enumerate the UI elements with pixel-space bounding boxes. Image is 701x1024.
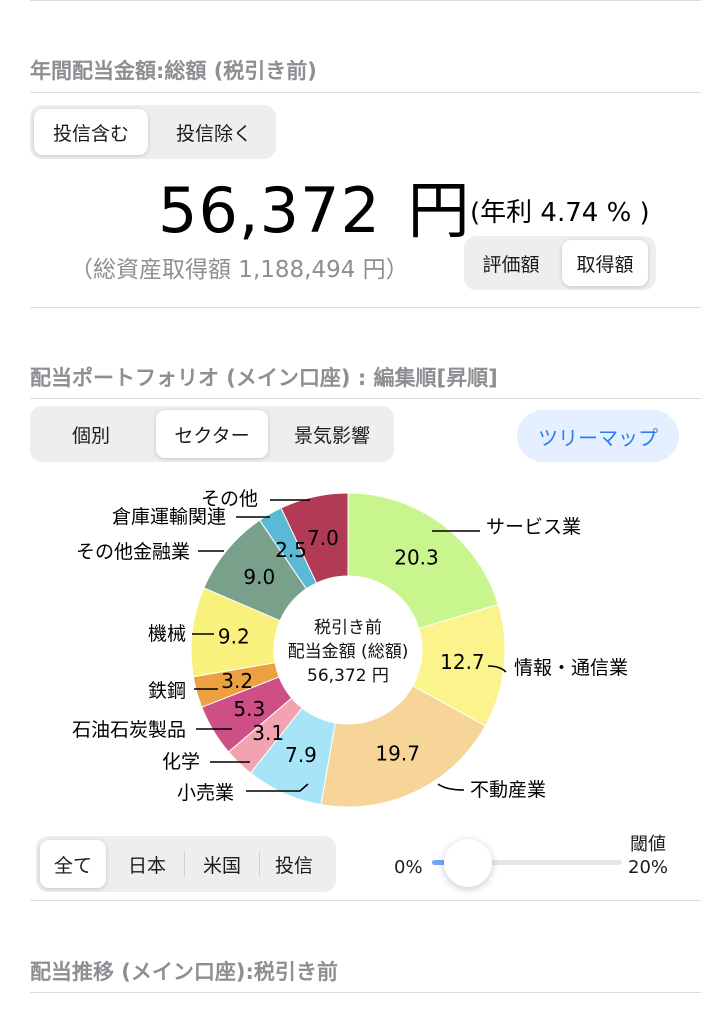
slice-value-label: 7.0	[307, 526, 339, 550]
threshold-min-label: 0%	[394, 857, 423, 878]
threshold-title: 閾値	[630, 834, 666, 855]
threshold-slider-knob[interactable]	[443, 839, 492, 887]
slice-category-label: 化学	[162, 751, 200, 773]
threshold-slider-track[interactable]	[432, 860, 622, 865]
filter-all[interactable]: 全て	[40, 840, 106, 888]
view-tabs: 個別 セクター 景気影響	[30, 406, 394, 462]
slice-value-label: 3.2	[221, 669, 253, 693]
donut-hole	[274, 576, 422, 724]
acquisition-option[interactable]: 取得額	[562, 240, 648, 286]
slice-category-label: 鉄鋼	[148, 680, 186, 702]
yield-text: (年利 4.74 % )	[470, 198, 650, 228]
slice-value-label: 7.9	[285, 743, 317, 767]
filter-funds[interactable]: 投信	[274, 854, 313, 877]
portfolio-section-title: 配当ポートフォリオ (メイン口座) : 編集順[昇順]	[30, 366, 498, 390]
acquisition-total: （総資産取得額 1,188,494 円）	[70, 257, 409, 283]
slice-value-label: 2.5	[275, 538, 307, 562]
center-label-line2: 配当金額 (総額)	[288, 642, 409, 662]
slice-category-label: その他	[201, 488, 258, 510]
leader-line	[437, 783, 465, 791]
slice-value-label: 20.3	[394, 546, 439, 570]
slice-category-label: 小売業	[177, 782, 234, 804]
dividend-section-title: 年間配当金額:総額 (税引き前)	[30, 59, 317, 83]
exclude-funds-option[interactable]: 投信除く	[175, 122, 252, 145]
leader-line	[487, 665, 507, 673]
dividend-amount-value: 56,372	[158, 174, 381, 247]
slice-category-label: 情報・通信業	[514, 657, 628, 679]
slice-value-label: 3.1	[252, 721, 284, 745]
include-funds-option[interactable]: 投信含む	[34, 109, 148, 155]
valuation-option[interactable]: 評価額	[482, 253, 540, 276]
center-label-line1: 税引き前	[314, 618, 382, 638]
slice-value-label: 5.3	[233, 697, 265, 721]
center-label-line3: 56,372 円	[307, 666, 389, 686]
slice-category-label: 機械	[148, 623, 186, 645]
transition-section-title: 配当推移 (メイン口座):税引き前	[30, 960, 338, 984]
fund-toggle: 投信含む 投信除く	[30, 105, 276, 159]
region-filter: 全て 日本 米国 投信	[36, 836, 336, 892]
slice-category-label: その他金融業	[76, 541, 190, 563]
dividend-amount: 56,372 円	[158, 160, 471, 250]
leader-line	[246, 783, 309, 792]
slice-category-label: 不動産業	[470, 779, 546, 801]
filter-us[interactable]: 米国	[202, 854, 241, 877]
threshold-max-label: 20%	[628, 857, 669, 878]
treemap-button[interactable]: ツリーマップ	[517, 410, 679, 462]
slice-value-label: 12.7	[440, 650, 485, 674]
tab-individual[interactable]: 個別	[71, 424, 110, 447]
slice-value-label: 19.7	[375, 742, 420, 766]
slice-value-label: 9.2	[218, 625, 250, 649]
filter-japan[interactable]: 日本	[127, 854, 166, 877]
dividend-amount-unit: 円	[407, 174, 471, 247]
slice-category-label: 倉庫運輸関連	[112, 506, 226, 528]
slice-value-label: 9.0	[243, 565, 275, 589]
tab-sector[interactable]: セクター	[156, 410, 268, 458]
tab-economic-impact[interactable]: 景気影響	[293, 424, 370, 447]
threshold-slider-fill	[432, 860, 448, 865]
basis-toggle: 評価額 取得額	[464, 236, 656, 290]
sector-donut-chart: 20.3 12.7 19.7 7.93.15.3 3.2 9.2 9.02.57.0 サービ…	[72, 488, 628, 808]
slice-category-label: 石油石炭製品	[72, 719, 186, 741]
slice-category-label: サービス業	[486, 516, 581, 538]
